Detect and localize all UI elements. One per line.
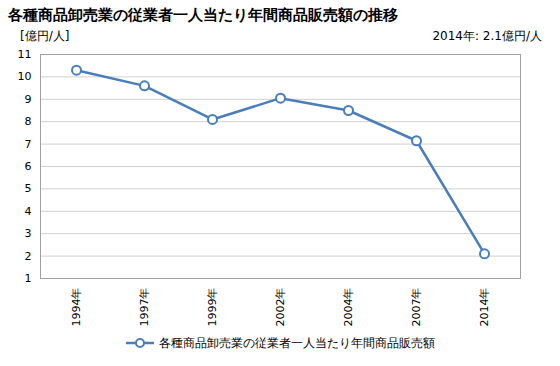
svg-text:3: 3 bbox=[25, 227, 32, 240]
html-text:各種商品卸売業の従業者一人当たり年間商品販売額: 各種商品卸売業の従業者一人当たり年間商品販売額 bbox=[159, 335, 435, 350]
html-text:2014年: 2.1億円/人: 2014年: 2.1億円/人 bbox=[432, 29, 542, 43]
svg-text:9: 9 bbox=[25, 93, 32, 106]
svg-text:4: 4 bbox=[25, 205, 32, 218]
svg-text:2014年: 2014年 bbox=[478, 288, 491, 327]
svg-text:11: 11 bbox=[18, 48, 32, 61]
svg-text:1994年: 1994年 bbox=[70, 288, 83, 327]
svg-text:2: 2 bbox=[25, 250, 32, 263]
svg-text:1999年: 1999年 bbox=[206, 288, 219, 327]
svg-text:1997年: 1997年 bbox=[138, 288, 151, 327]
svg-text:8: 8 bbox=[25, 115, 32, 128]
svg-text:5: 5 bbox=[25, 182, 32, 195]
html-text:[億円/人]: [億円/人] bbox=[20, 29, 70, 43]
svg-text:10: 10 bbox=[18, 70, 32, 83]
svg-text:2002年: 2002年 bbox=[274, 288, 287, 327]
svg-text:7: 7 bbox=[25, 138, 32, 151]
svg-text:1: 1 bbox=[25, 272, 32, 285]
html-text:各種商品卸売業の従業者一人当たり年間商品販売額の推移: 各種商品卸売業の従業者一人当たり年間商品販売額の推移 bbox=[8, 6, 398, 24]
svg-text:2004年: 2004年 bbox=[342, 288, 355, 327]
svg-text:2007年: 2007年 bbox=[410, 288, 423, 327]
svg-text:6: 6 bbox=[25, 160, 32, 173]
